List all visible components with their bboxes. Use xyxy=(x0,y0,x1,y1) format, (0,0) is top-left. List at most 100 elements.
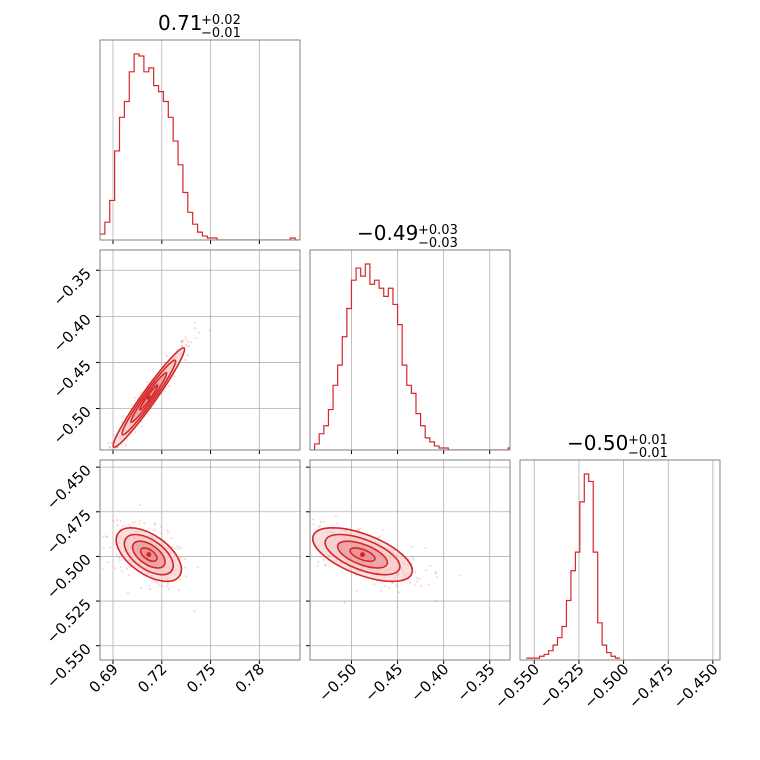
sample-point xyxy=(297,532,299,534)
sample-point xyxy=(113,454,115,456)
scatter-0-1-frame xyxy=(99,249,301,451)
sample-point xyxy=(459,574,462,577)
sample-point xyxy=(143,522,146,525)
sample-point xyxy=(372,583,375,586)
sample-point xyxy=(124,445,127,448)
sample-point xyxy=(388,586,391,589)
sample-point xyxy=(356,529,359,532)
sample-point xyxy=(180,341,183,344)
histogram-line xyxy=(100,53,300,240)
x-tick-label: 0.78 xyxy=(232,660,268,696)
sample-point xyxy=(193,321,196,324)
sample-point xyxy=(173,375,176,378)
sample-point xyxy=(319,524,322,527)
sample-point xyxy=(391,581,394,584)
hist-2-plot xyxy=(526,460,714,664)
sample-point xyxy=(380,589,383,592)
sample-point xyxy=(185,575,188,578)
sample-point xyxy=(183,557,186,561)
sample-point xyxy=(108,445,112,449)
scatter-1-2-frame xyxy=(309,459,511,661)
sample-point xyxy=(109,546,112,549)
sample-point xyxy=(166,585,169,588)
sample-point xyxy=(148,584,151,587)
x-tick-label: −0.500 xyxy=(580,660,632,712)
sample-point xyxy=(140,425,143,428)
sample-point xyxy=(343,601,346,604)
panel-hist-1: −0.49 +0.03 −0.03 xyxy=(309,221,511,454)
sample-point xyxy=(128,524,131,527)
hist-2-title-plus: +0.01 xyxy=(628,433,668,448)
sample-point xyxy=(170,537,173,540)
sample-point xyxy=(137,522,141,525)
sample-point xyxy=(185,345,188,348)
sample-point xyxy=(415,576,418,580)
sample-point xyxy=(115,552,118,556)
sample-point xyxy=(117,556,121,560)
sample-point xyxy=(101,568,104,571)
sample-point xyxy=(184,343,188,346)
sample-point xyxy=(104,535,108,538)
hist-0-frame xyxy=(99,39,301,241)
sample-point xyxy=(303,533,305,535)
sample-point xyxy=(174,547,177,550)
sample-point xyxy=(160,532,163,535)
sample-point xyxy=(425,569,428,572)
sample-point xyxy=(120,570,123,573)
sample-point xyxy=(110,441,113,445)
hist-0-title-minus: −0.01 xyxy=(201,26,241,41)
sample-point xyxy=(196,566,199,569)
sample-point xyxy=(187,340,190,343)
sample-point xyxy=(280,513,282,515)
scatter-inner xyxy=(271,513,462,604)
sample-point xyxy=(107,441,110,444)
sample-point xyxy=(128,565,131,568)
sample-point xyxy=(317,525,320,528)
sample-point xyxy=(435,576,438,579)
sample-point xyxy=(158,584,161,587)
x-tick-label: −0.450 xyxy=(670,660,722,712)
y-tick-label: −0.50 xyxy=(50,403,95,448)
sample-point xyxy=(379,535,382,538)
sample-point xyxy=(171,546,174,549)
sample-point xyxy=(154,522,157,525)
hist-2-title-median: −0.50 xyxy=(567,431,628,455)
sample-point xyxy=(271,521,273,523)
sample-point xyxy=(112,519,115,522)
panel-2d-1-2 xyxy=(271,459,511,664)
y-tick-label: −0.45 xyxy=(50,357,95,402)
sample-point xyxy=(125,567,128,570)
sample-point xyxy=(336,522,339,525)
sample-point xyxy=(159,525,162,528)
sample-point xyxy=(324,563,327,566)
sample-point xyxy=(131,521,135,524)
sample-point xyxy=(106,535,109,538)
sample-point xyxy=(102,546,105,550)
sample-point xyxy=(133,396,136,399)
hist-1-title-plus: +0.03 xyxy=(418,223,458,238)
sample-point xyxy=(167,531,170,534)
sample-point xyxy=(165,354,168,357)
histogram-line xyxy=(310,263,510,450)
sample-point xyxy=(429,564,432,568)
scatter-0-1-plot xyxy=(96,250,300,465)
sample-point xyxy=(139,586,142,590)
sample-point xyxy=(289,529,291,531)
hist-2-frame xyxy=(519,459,721,661)
sample-point xyxy=(184,359,187,362)
sample-point xyxy=(163,390,166,393)
scatter-inner xyxy=(101,503,199,613)
sample-point xyxy=(435,600,438,603)
sample-point xyxy=(334,514,337,518)
peak-point xyxy=(360,552,365,558)
sample-point xyxy=(116,524,119,527)
sample-point xyxy=(102,463,104,465)
sample-point xyxy=(138,503,141,506)
hist-1-title-median: −0.49 xyxy=(357,221,418,245)
sample-point xyxy=(358,527,361,530)
sample-point xyxy=(302,554,304,556)
sample-point xyxy=(396,585,399,588)
sample-point xyxy=(377,536,380,539)
sample-point xyxy=(383,585,386,588)
